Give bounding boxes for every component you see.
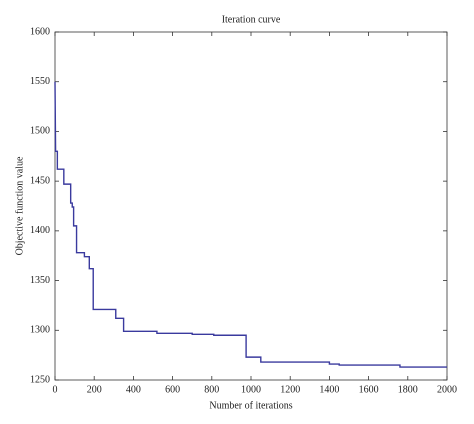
y-tick-label: 1400 xyxy=(30,225,50,236)
x-tick-label: 200 xyxy=(87,384,102,395)
x-tick-label: 400 xyxy=(126,384,141,395)
y-tick-label: 1250 xyxy=(30,374,50,385)
y-tick-label: 1350 xyxy=(30,275,50,286)
x-tick-label: 600 xyxy=(165,384,180,395)
x-tick-label: 1600 xyxy=(359,384,379,395)
x-tick-label: 1000 xyxy=(241,384,261,395)
x-tick-label: 1200 xyxy=(280,384,300,395)
x-tick-label: 0 xyxy=(53,384,58,395)
x-tick-label: 1800 xyxy=(398,384,418,395)
y-tick-label: 1550 xyxy=(30,76,50,87)
y-tick-label: 1500 xyxy=(30,126,50,137)
y-tick-label: 1450 xyxy=(30,175,50,186)
plot-frame xyxy=(54,31,448,381)
data-line xyxy=(54,81,447,368)
x-tick-label: 800 xyxy=(204,384,219,395)
x-tick-label: 1400 xyxy=(319,384,339,395)
chart-title: Iteration curve xyxy=(222,14,281,25)
x-axis-label: Number of iterations xyxy=(209,400,292,411)
y-tick-label: 1300 xyxy=(30,325,50,336)
y-axis-label: Objective function value xyxy=(14,156,25,255)
x-tick-label: 2000 xyxy=(437,384,457,395)
y-tick-label: 1600 xyxy=(30,26,50,37)
